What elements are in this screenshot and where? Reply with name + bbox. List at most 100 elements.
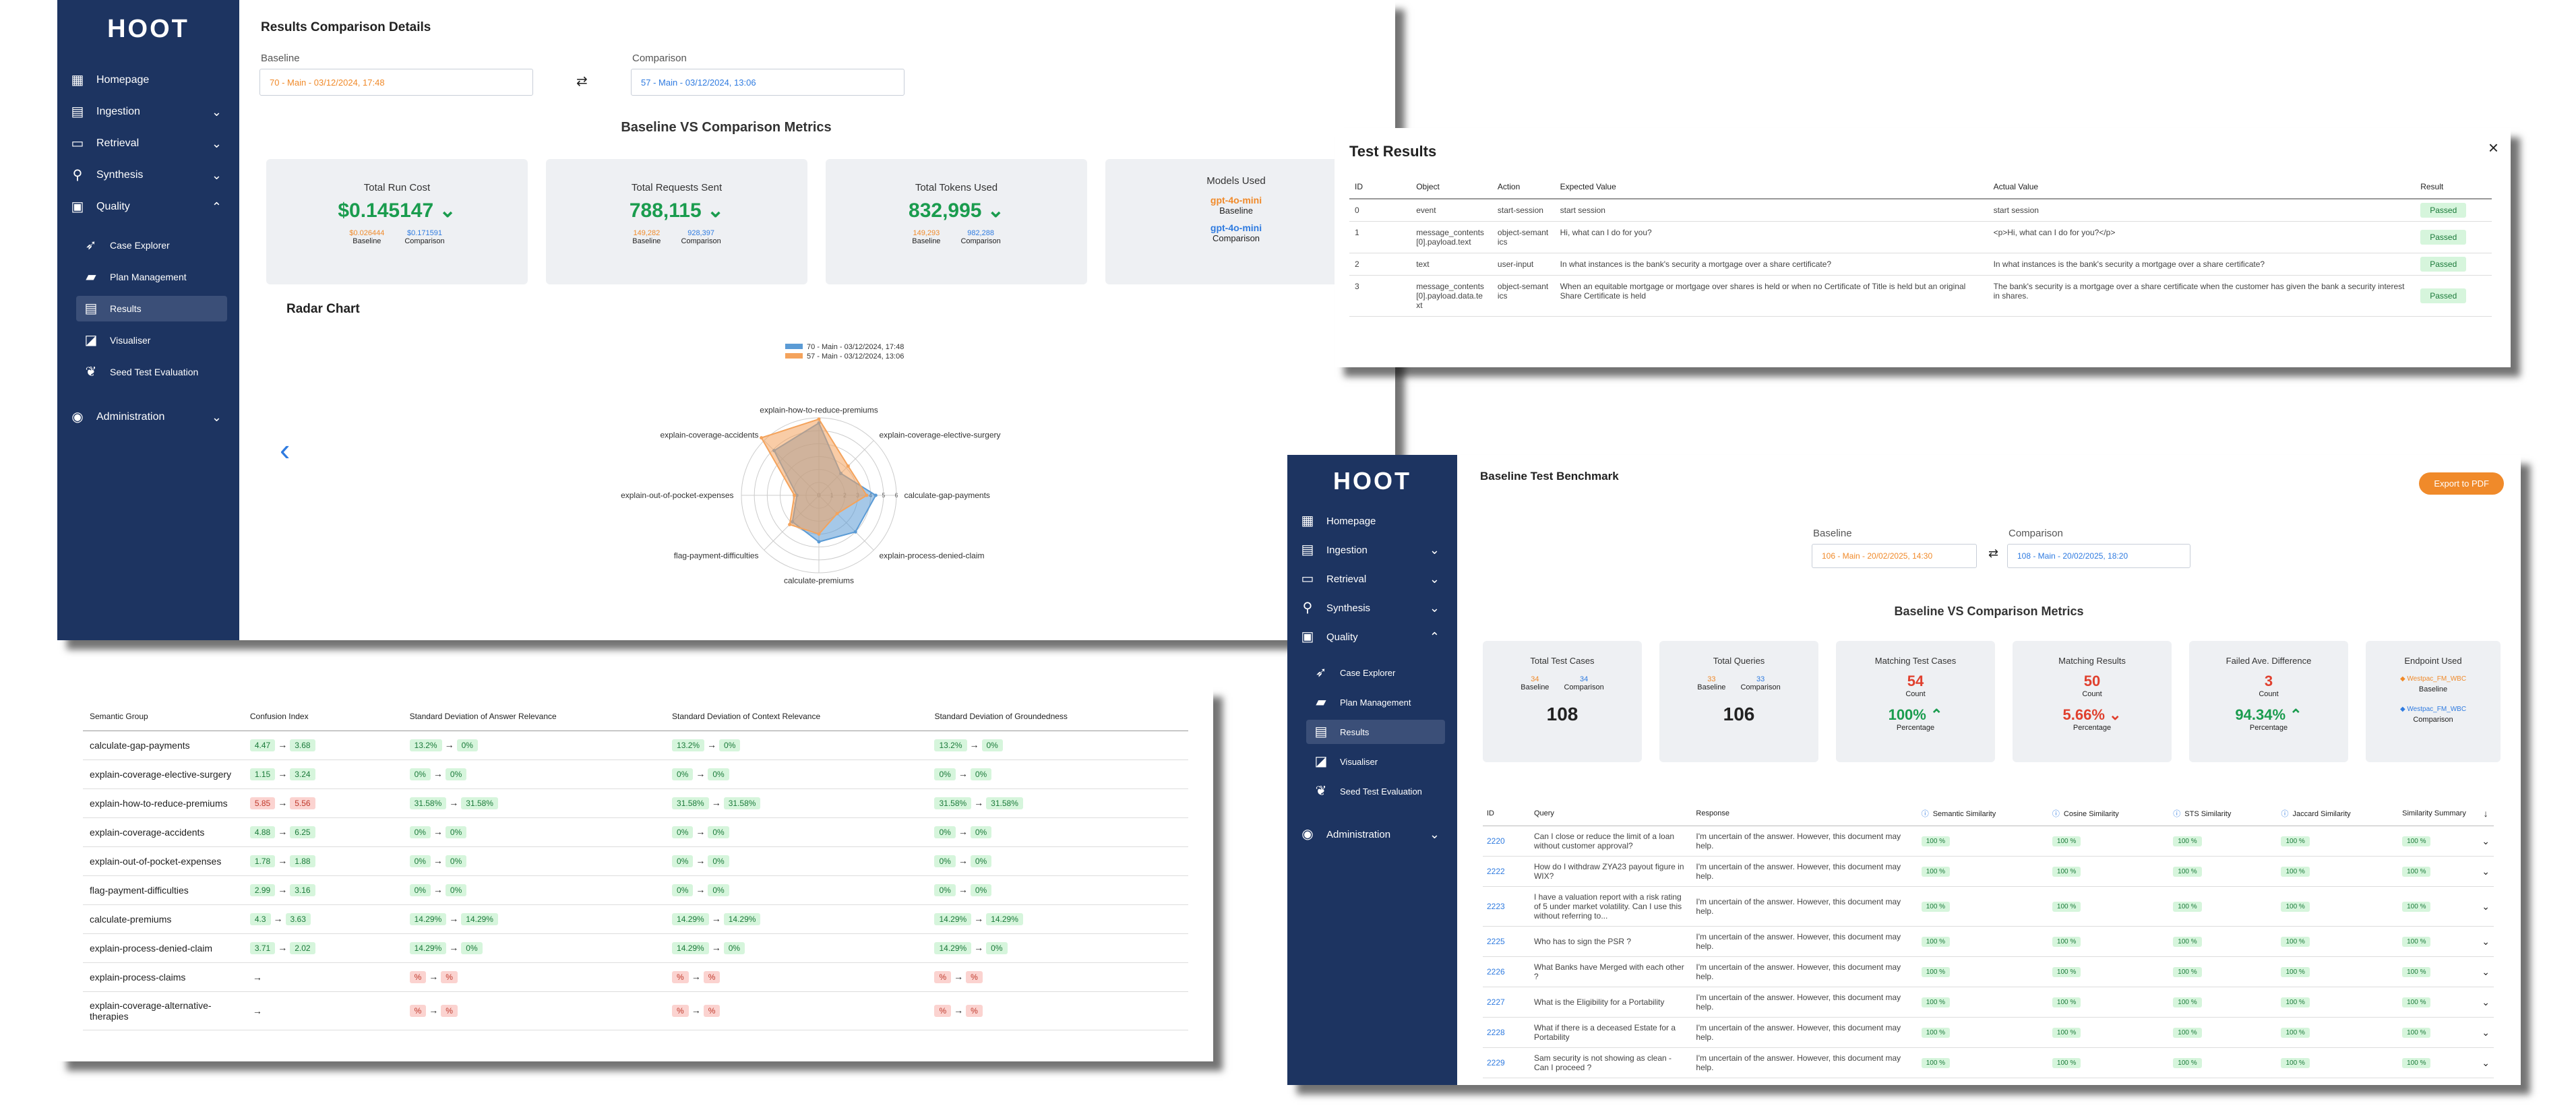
metric-card-breakdown: 34 Baseline 34 Comparison (1483, 675, 1642, 691)
info-icon[interactable]: ⓘ (1921, 810, 1929, 818)
sidebar-item-case-explorer[interactable]: ➶ Case Explorer (76, 232, 227, 258)
row-id-link[interactable]: 2227 (1483, 987, 1530, 1018)
response-cell: I'm uncertain of the answer. However, th… (1692, 1047, 1918, 1078)
similarity-cell: 100 % (2048, 1017, 2170, 1048)
swap-icon[interactable]: ⇄ (1988, 547, 1999, 560)
expand-row-icon[interactable]: ⌄ (2478, 886, 2494, 927)
sidebar-item-administration[interactable]: ◉ Administration ⌄ (69, 404, 227, 430)
sidebar-item-seed-test-evaluation[interactable]: ❦ Seed Test Evaluation (1306, 779, 1445, 803)
metric-card-total-requests-sent: Total Requests Sent 788,115 ⌄ 149,282 Basel… (546, 159, 807, 284)
similarity-value: 100 % (2173, 902, 2202, 912)
similarity-cell: 100 % (1917, 856, 2048, 887)
sidebar-item-results[interactable]: ▤ Results (1306, 720, 1445, 744)
semantic-group-name: explain-out-of-pocket-expenses (83, 846, 243, 876)
sidebar-item-ingestion[interactable]: ▤ Ingestion ⌄ (69, 99, 227, 125)
query-cell: Can I close or reduce the limit of a loa… (1529, 826, 1692, 857)
row-id-link[interactable]: 2225 (1483, 926, 1530, 957)
baseline-select[interactable]: 106 - Main - 20/02/2025, 14:30 (1812, 544, 1977, 568)
sidebar-item-label: Case Explorer (110, 240, 170, 251)
row-id-link[interactable]: 2226 (1483, 956, 1530, 987)
arrow-icon: → (433, 768, 443, 779)
row-id-link[interactable]: 2229 (1483, 1047, 1530, 1078)
comparison-select[interactable]: 108 - Main - 20/02/2025, 18:20 (2007, 544, 2190, 568)
result-cell: Passed (2415, 221, 2492, 253)
baseline-select[interactable]: 70 - Main - 03/12/2024, 17:48 (259, 69, 533, 96)
delta-cell: 1.15 → 3.24 (243, 760, 403, 789)
sidebar-item-retrieval[interactable]: ▭ Retrieval ⌄ (69, 131, 227, 156)
delta-cell: 14.29% → 14.29% (402, 904, 666, 934)
expand-row-icon[interactable]: ⌄ (2478, 956, 2494, 987)
sidebar-item-visualiser[interactable]: ◪ Visualiser (76, 328, 227, 353)
inbox-icon: ▭ (71, 136, 84, 151)
expand-row-icon[interactable]: ⌄ (2478, 1047, 2494, 1078)
sidebar-item-results[interactable]: ▤ Results (76, 296, 227, 321)
table-row[interactable]: 2229 Sam security is not showing as clean… (1483, 1047, 2494, 1078)
export-pdf-button[interactable]: Export to PDF (2419, 472, 2504, 495)
row-id-link[interactable]: 2223 (1483, 886, 1530, 927)
sidebar-item-ingestion[interactable]: ▤ Ingestion ⌄ (1299, 538, 1445, 562)
expand-row-icon[interactable]: ⌄ (2478, 826, 2494, 857)
metric-card-title: Endpoint Used (2404, 656, 2462, 666)
swap-icon[interactable]: ⇄ (576, 74, 588, 89)
arrow-icon: → (958, 768, 968, 779)
sidebar-item-homepage[interactable]: ▦ Homepage (1299, 509, 1445, 533)
similarity-value: 100 % (2402, 937, 2431, 947)
info-icon[interactable]: ⓘ (2281, 810, 2289, 818)
similarity-value: 100 % (2052, 997, 2081, 1008)
similarity-value: 100 % (2402, 902, 2431, 912)
similarity-cell: 100 % (2048, 926, 2170, 957)
delta-cell: 0% → 0% (665, 760, 928, 789)
row-id-link[interactable]: 2222 (1483, 856, 1530, 887)
row-id-link[interactable]: 2228 (1483, 1017, 1530, 1048)
table-row[interactable]: 2225 Who has to sign the PSR ? I'm uncerta… (1483, 926, 2494, 957)
table-row[interactable]: 2223 I have a valuation report with a ris… (1483, 886, 2494, 927)
sidebar-item-plan-management[interactable]: ▰ Plan Management (76, 264, 227, 290)
benchmark-table: ID Query Response ⓘ Semantic Similarity ⓘ Cosi… (1483, 801, 2494, 1078)
sidebar-item-retrieval[interactable]: ▭ Retrieval ⌄ (1299, 567, 1445, 591)
comparison-value: 34 Comparison (1564, 675, 1604, 691)
similarity-cell: 100 % (2398, 886, 2478, 927)
arrow-icon: → (711, 913, 721, 924)
table-row: explain-process-denied-claim 3.71 → 2.02 14.… (83, 933, 1188, 963)
comparison-select[interactable]: 57 - Main - 03/12/2024, 13:06 (631, 69, 904, 96)
sort-icon[interactable]: ↓ (2478, 801, 2494, 826)
table-row[interactable]: 2227 What is the Eligibility for a Portab… (1483, 987, 2494, 1018)
sidebar-item-plan-management[interactable]: ▰ Plan Management (1306, 690, 1445, 714)
expand-row-icon[interactable]: ⌄ (2478, 926, 2494, 957)
table-row[interactable]: 2220 Can I close or reduce the limit of a… (1483, 826, 2494, 857)
sidebar-item-visualiser[interactable]: ◪ Visualiser (1306, 749, 1445, 774)
sidebar-item-synthesis[interactable]: ⚲ Synthesis ⌄ (69, 162, 227, 188)
sidebar-item-administration[interactable]: ◉ Administration ⌄ (1299, 822, 1445, 846)
table-row[interactable]: 2228 What if there is a deceased Estate f… (1483, 1017, 2494, 1048)
expand-row-icon[interactable]: ⌄ (2478, 856, 2494, 887)
expand-row-icon[interactable]: ⌄ (2478, 987, 2494, 1018)
similarity-cell: 100 % (2048, 956, 2170, 987)
sidebar-item-case-explorer[interactable]: ➶ Case Explorer (1306, 660, 1445, 685)
before-value: 1.15 (249, 768, 276, 780)
carousel-prev-icon[interactable]: ‹ (280, 432, 290, 467)
arrow-icon: → (278, 768, 288, 779)
sidebar-item-homepage[interactable]: ▦ Homepage (69, 67, 227, 93)
row-id-link[interactable]: 2220 (1483, 826, 1530, 857)
radar-tick-label: 2 (843, 492, 847, 499)
delta-cell: 0% → 0% (927, 760, 1188, 789)
similarity-value: 100 % (2052, 902, 2081, 912)
delta-cell: 1.78 → 1.88 (243, 846, 403, 876)
table-row[interactable]: 2226 What Banks have Merged with each oth… (1483, 956, 2494, 987)
info-icon[interactable]: ⓘ (2052, 810, 2060, 818)
arrow-icon: → (974, 942, 984, 953)
sidebar-item-synthesis[interactable]: ⚲ Synthesis ⌄ (1299, 596, 1445, 620)
baseline-label: Baseline (1813, 528, 1852, 539)
sidebar-item-seed-test-evaluation[interactable]: ❦ Seed Test Evaluation (76, 359, 227, 385)
legend-swatch (785, 353, 803, 359)
arrow-icon: → (252, 972, 262, 983)
info-icon[interactable]: ⓘ (2173, 810, 2181, 818)
table-row[interactable]: 2222 How do I withdraw ZYA23 payout figur… (1483, 856, 2494, 887)
sidebar-item-quality[interactable]: ▣ Quality ⌃ (69, 194, 227, 220)
close-icon[interactable]: × (2488, 137, 2498, 158)
test-results-title: Test Results (1349, 143, 1437, 160)
table-row: 3 message_contents[0].payload.data.text ob… (1349, 275, 2492, 317)
sidebar-item-quality[interactable]: ▣ Quality ⌃ (1299, 625, 1445, 649)
similarity-value: 100 % (2173, 997, 2202, 1008)
expand-row-icon[interactable]: ⌄ (2478, 1017, 2494, 1048)
